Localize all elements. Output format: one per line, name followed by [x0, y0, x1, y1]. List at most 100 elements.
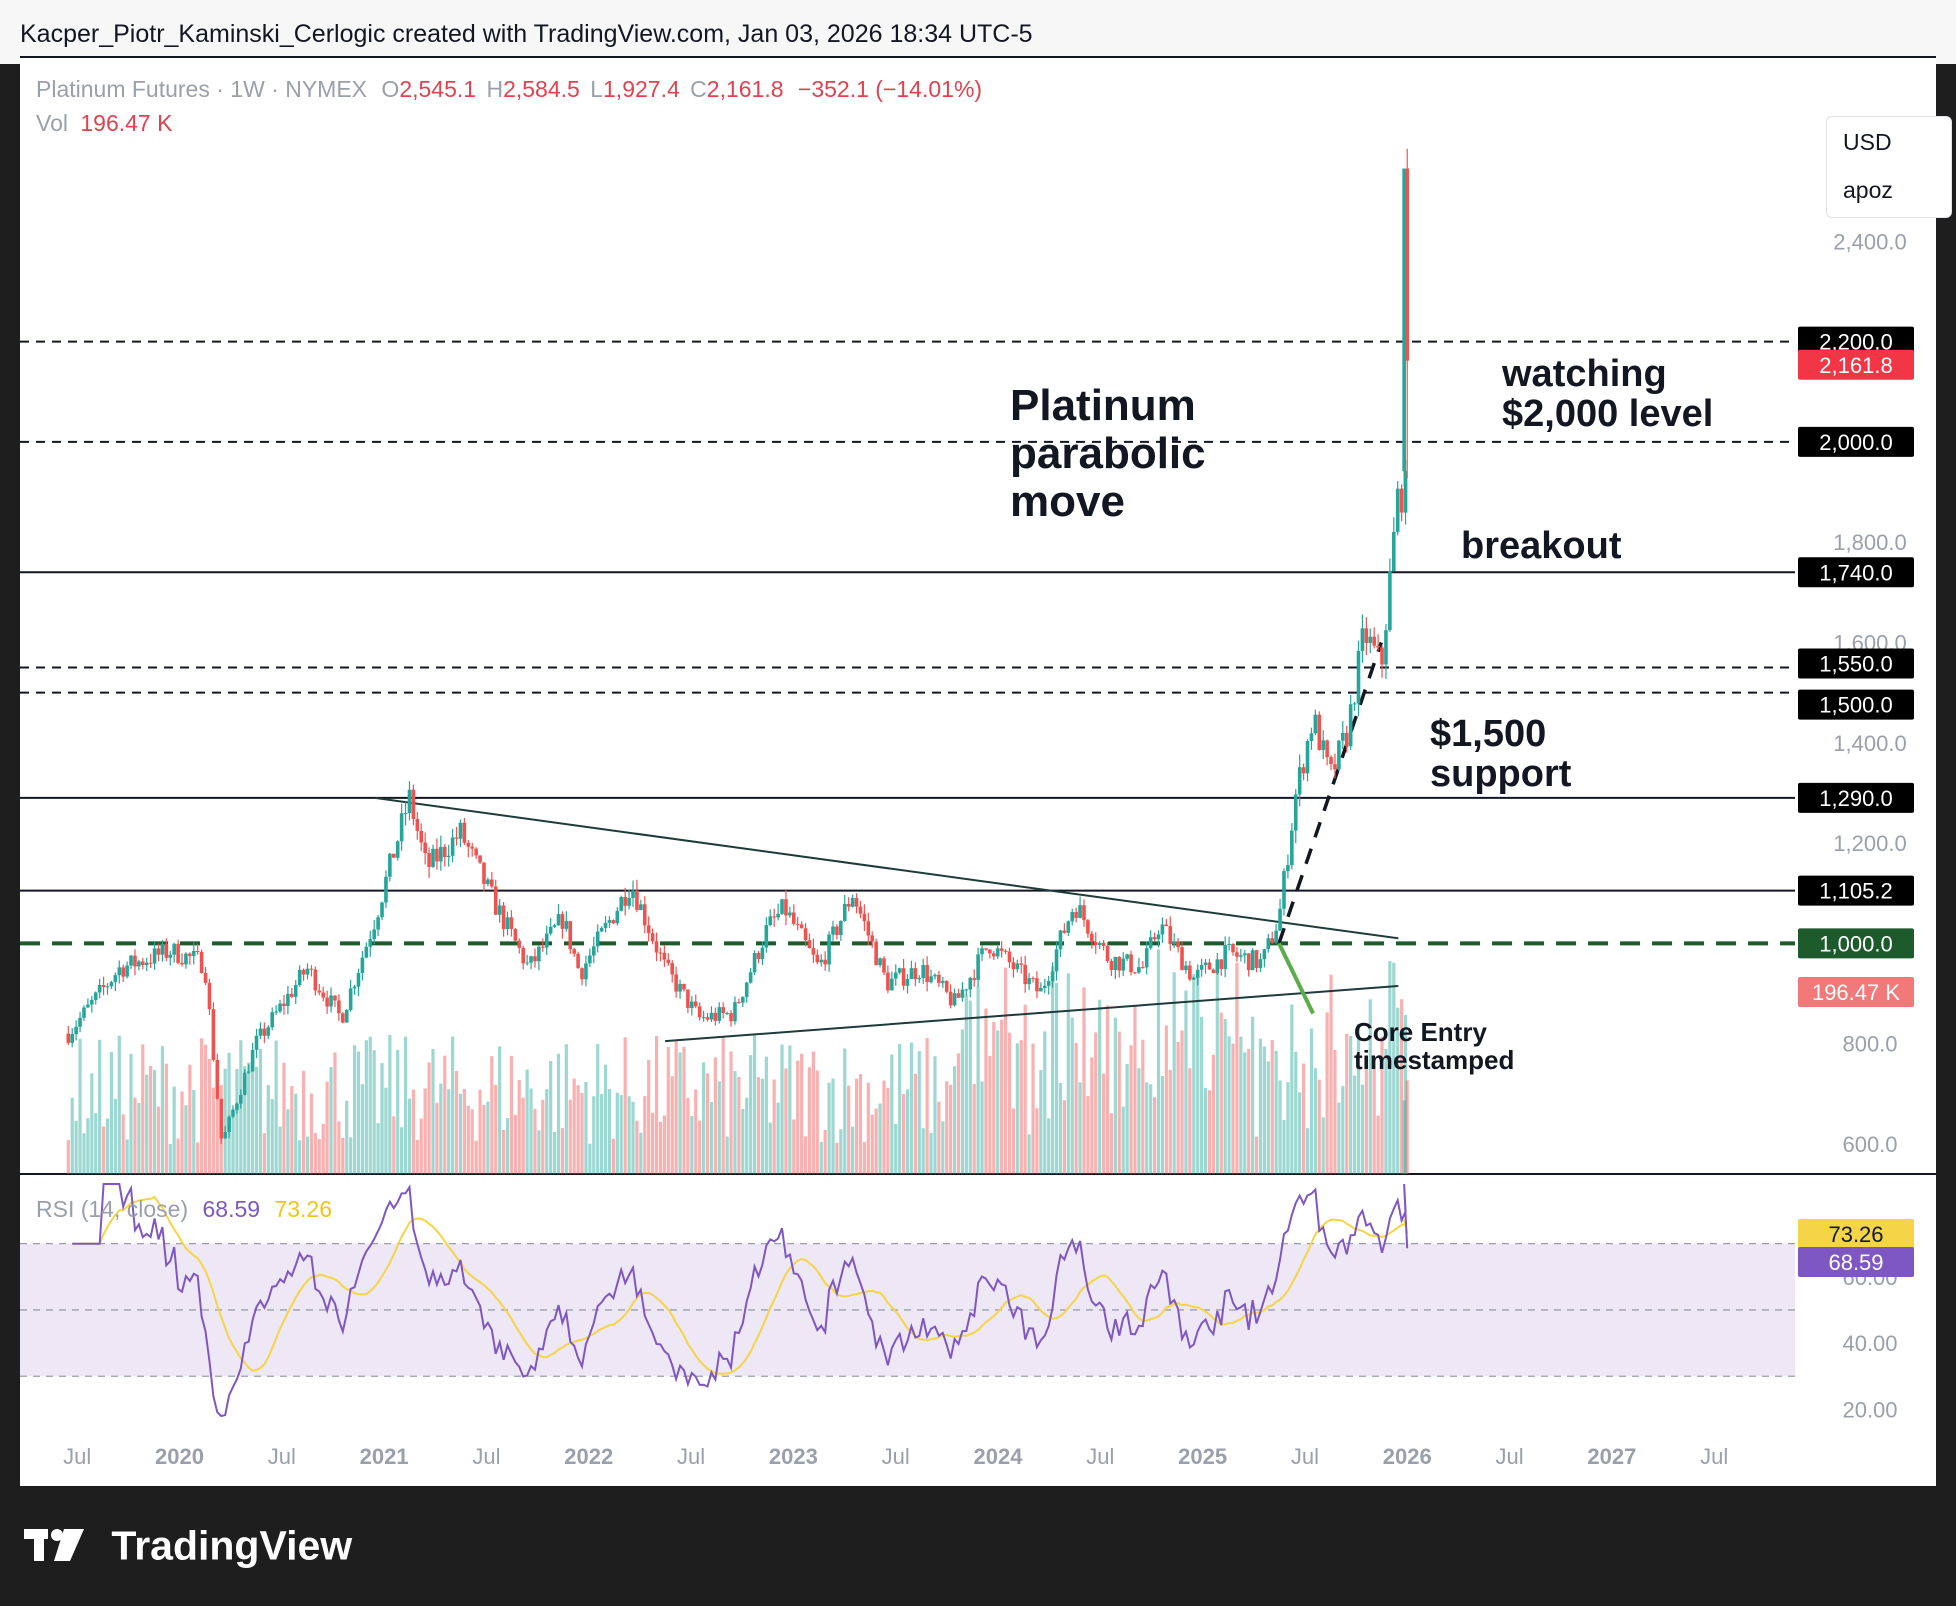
candle-body-108 — [490, 879, 494, 887]
candle-body-339 — [1395, 488, 1400, 532]
volume-bar-135 — [596, 1043, 600, 1174]
volume-bar-129 — [572, 1078, 576, 1174]
volume-bar-193 — [823, 1129, 827, 1174]
candle-body-310 — [1282, 871, 1286, 909]
volume-bar-79 — [376, 1123, 380, 1174]
candle-body-317 — [1309, 733, 1314, 742]
candle-body-111 — [501, 905, 506, 930]
candle-body-69 — [337, 1000, 341, 1014]
volume-bar-261 — [1090, 1057, 1094, 1174]
high-value: 2,584.5 — [503, 76, 580, 102]
volume-bar-88 — [411, 1089, 415, 1174]
volume-bar-239 — [1003, 967, 1008, 1174]
candle-body-73 — [352, 986, 357, 989]
candle-body-240 — [1007, 951, 1012, 963]
time-tick-8: Jul — [882, 1444, 910, 1469]
candle-body-246 — [1031, 978, 1035, 980]
volume-bar-77 — [368, 1036, 372, 1174]
volume-bar-84 — [396, 1049, 400, 1174]
candle-body-299 — [1239, 955, 1243, 957]
time-tick-7: 2023 — [769, 1444, 818, 1469]
volume-bar-248 — [1039, 1069, 1043, 1174]
volume-bar-231 — [972, 1083, 976, 1174]
volume-bar-183 — [784, 1068, 788, 1174]
volume-bar-253 — [1058, 1082, 1063, 1174]
volume-bar-189 — [807, 1067, 812, 1174]
candle-body-63 — [313, 969, 318, 991]
candle-body-170 — [733, 1002, 737, 1022]
candle-body-142 — [623, 896, 627, 906]
volume-bar-118 — [529, 1088, 533, 1174]
volume-bar-287 — [1192, 974, 1196, 1174]
candle-body-196 — [835, 926, 839, 935]
candle-body-180 — [772, 916, 776, 918]
volume-bar-200 — [851, 1126, 855, 1174]
volume-bar-174 — [749, 1055, 753, 1174]
candle-body-81 — [384, 876, 388, 903]
volume-bar-151 — [658, 1121, 663, 1174]
candle-body-227 — [956, 993, 961, 998]
volume-bar-277 — [1152, 1097, 1157, 1174]
volume-bar-313 — [1294, 1051, 1298, 1174]
volume-bar-327 — [1349, 1035, 1353, 1174]
volume-bar-0 — [66, 1140, 70, 1174]
candle-body-254 — [1062, 930, 1067, 933]
annotation-3-line-0: $1,500 — [1430, 713, 1546, 755]
volume-bar-7 — [94, 1113, 98, 1174]
annotation-0-line-2: move — [1010, 477, 1125, 526]
open-value: 2,545.1 — [399, 76, 477, 102]
annotation-0-line-0: Platinum — [1010, 381, 1196, 430]
candle-body-189 — [807, 940, 812, 949]
scale-mode-label[interactable]: apoz — [1843, 177, 1893, 203]
candle-body-222 — [937, 974, 941, 983]
candle-body-154 — [670, 963, 675, 975]
volume-bar-99 — [454, 1070, 459, 1174]
candle-body-83 — [391, 853, 396, 858]
price-scale-settings[interactable]: USD apoz — [1826, 116, 1952, 218]
volume-bar-14 — [121, 1114, 125, 1174]
volume-bar-255 — [1066, 973, 1070, 1174]
candle-body-141 — [619, 896, 624, 911]
candle-body-212 — [897, 968, 902, 973]
candle-body-51 — [266, 1027, 271, 1036]
volume-bar-57 — [290, 1086, 294, 1174]
candle-body-263 — [1097, 942, 1102, 945]
volume-bar-286 — [1188, 1068, 1192, 1174]
candle-body-201 — [854, 897, 859, 907]
attribution-bar: Kacper_Piotr_Kaminski_Cerlogic created w… — [0, 0, 1956, 64]
volume-bar-123 — [549, 1061, 553, 1174]
candle-body-10 — [105, 986, 110, 988]
volume-bar-229 — [964, 994, 968, 1174]
candle-body-238 — [999, 948, 1004, 951]
volume-bar-234 — [984, 1008, 988, 1174]
candle-body-29 — [180, 962, 184, 965]
chart-canvas[interactable]: 600.0800.01,200.01,400.01,600.01,800.02,… — [20, 56, 1936, 1486]
volume-bar-114 — [513, 1114, 517, 1174]
volume-bar-139 — [611, 1138, 615, 1174]
currency-label[interactable]: USD — [1843, 129, 1892, 155]
candle-body-118 — [529, 956, 533, 963]
candle-body-122 — [544, 933, 549, 948]
volume-bar-251 — [1051, 966, 1055, 1174]
volume-bar-140 — [615, 1092, 619, 1174]
chart-card[interactable]: 600.0 800.0 1,200.0 1,400.0 1,600.0 1,800.0 2,… — [20, 56, 1952, 1486]
candle-body-248 — [1039, 987, 1043, 992]
time-tick-3: 2021 — [360, 1444, 409, 1469]
candle-body-275 — [1144, 948, 1149, 968]
candle-body-12 — [113, 975, 118, 983]
volume-bar-85 — [400, 1127, 404, 1174]
candle-body-126 — [560, 914, 565, 929]
volume-bar-100 — [458, 1093, 463, 1174]
candle-body-173 — [744, 982, 749, 997]
candle-body-322 — [1329, 757, 1333, 765]
candle-body-46 — [246, 1071, 251, 1073]
volume-bar-27 — [172, 1086, 176, 1174]
volume-bar-33 — [196, 1142, 200, 1174]
trendline-2 — [1277, 641, 1383, 944]
candle-body-187 — [799, 924, 804, 929]
volume-bar-11 — [109, 1051, 114, 1174]
candle-body-21 — [148, 962, 153, 964]
volume-bar-220 — [929, 1132, 933, 1174]
candle-body-239 — [1003, 950, 1008, 952]
tradingview-brand[interactable]: TradingView — [24, 1520, 352, 1570]
